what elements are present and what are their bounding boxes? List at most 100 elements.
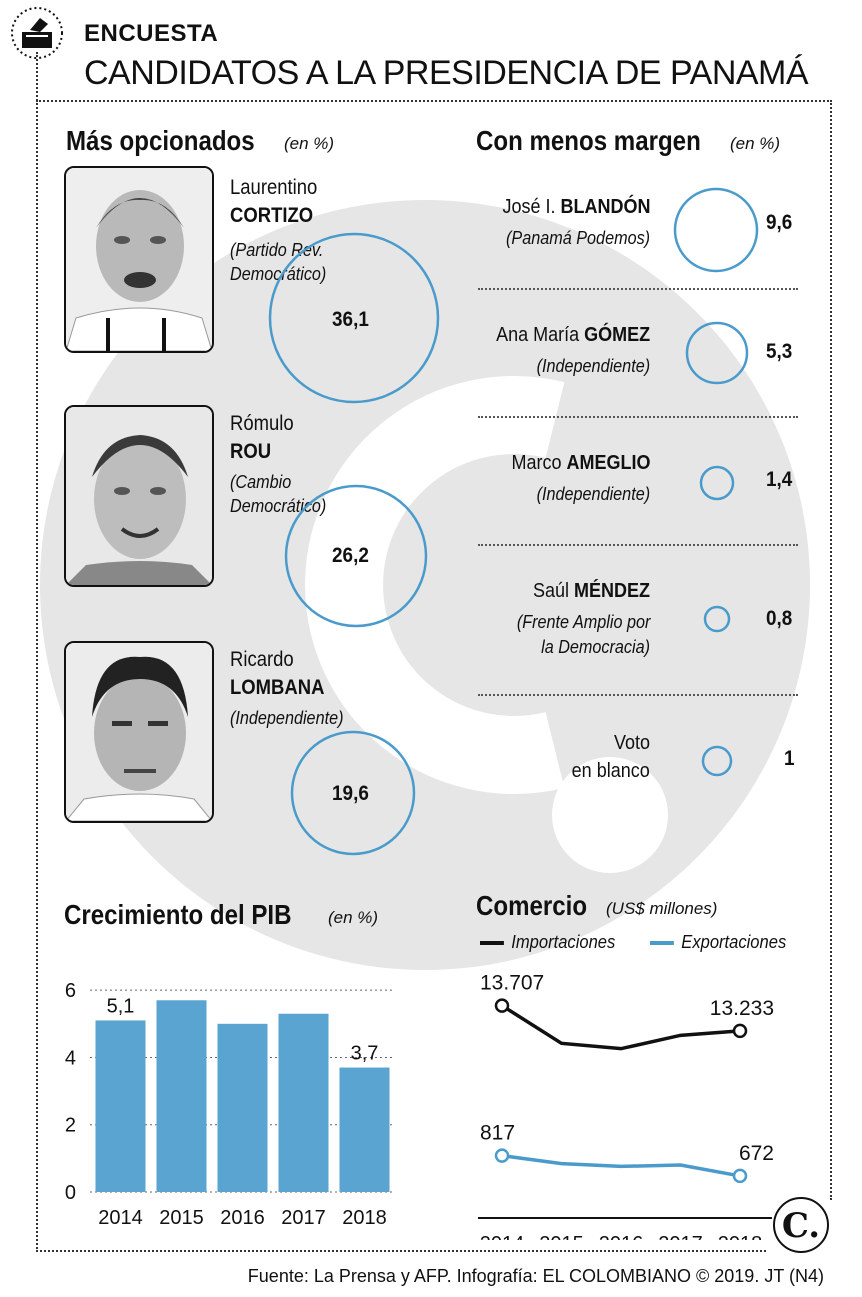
pib-bar <box>95 1020 146 1192</box>
importaciones-line <box>501 1004 741 1051</box>
comercio-chart: 13.707 13.233 817 672 2014 2015 2016 2017 2018 <box>478 972 774 1240</box>
row-4-value: 0,8 <box>766 607 793 630</box>
frame-left <box>36 52 38 1252</box>
frame-top <box>36 100 832 102</box>
candidate-3-value: 19,6 <box>332 782 369 805</box>
pib-xtick-label: 2016 <box>220 1207 265 1229</box>
bubble-gomez <box>685 321 749 385</box>
row-2-name: Ana María GÓMEZ <box>495 324 650 346</box>
series-point <box>732 1168 748 1184</box>
pib-bar <box>278 1013 329 1192</box>
section-unit-top: (en %) <box>284 134 335 153</box>
candidate-1-value: 36,1 <box>332 308 369 331</box>
portrait-icon <box>66 168 212 351</box>
comercio-title: Comercio <box>476 890 588 921</box>
pib-xtick-label: 2015 <box>159 1207 204 1229</box>
row-5-name-line2: en blanco <box>571 760 650 782</box>
comercio-unit: (US$ millones) <box>606 899 718 918</box>
legend-exportaciones: Exportaciones <box>650 932 786 953</box>
svg-text:C.: C. <box>782 1206 820 1246</box>
pib-unit: (en %) <box>328 908 379 927</box>
bubble-rou <box>284 484 428 628</box>
pib-ytick-label: 6 <box>65 980 76 1002</box>
photo-lombana <box>64 641 214 823</box>
row-4-party-line2: la Democracia) <box>541 637 650 657</box>
bubble-cortizo <box>268 232 440 404</box>
pib-ytick-label: 0 <box>65 1182 76 1204</box>
bubble-ameglio <box>699 465 735 501</box>
separator <box>478 288 798 290</box>
photo-cortizo <box>64 166 214 353</box>
row-3-value: 1,4 <box>766 468 793 491</box>
bubble-lombana <box>290 730 416 856</box>
portrait-icon <box>66 643 212 821</box>
row-5-value: 1 <box>784 747 795 770</box>
candidate-3-first: Ricardo <box>230 648 294 671</box>
pib-data-label: 5,1 <box>107 995 135 1017</box>
photo-rou <box>64 405 214 587</box>
series-data-label: 817 <box>480 1122 515 1145</box>
el-colombiano-logo: C. <box>773 1197 829 1253</box>
comercio-xtick-label: 2017 <box>658 1233 703 1240</box>
pib-xtick-label: 2014 <box>98 1207 143 1229</box>
legend-swatch-import <box>480 941 504 946</box>
pib-ytick-label: 4 <box>65 1047 76 1069</box>
pib-xtick-label: 2018 <box>342 1207 387 1229</box>
candidate-3-party-line1: (Independiente) <box>230 708 344 728</box>
row-2-value: 5,3 <box>766 340 793 363</box>
row-1-party: (Panamá Podemos) <box>505 228 650 248</box>
pib-bar <box>217 1023 268 1192</box>
row-2-party: (Independiente) <box>536 356 650 376</box>
separator <box>478 416 798 418</box>
separator <box>478 694 798 696</box>
pib-chart: 0 2 4 6 2014 5,1 2015 2016 2017 2018 3,7 <box>65 980 395 1229</box>
candidate-1-first: Laurentino <box>230 176 318 199</box>
comercio-xtick-label: 2016 <box>599 1233 644 1240</box>
separator <box>478 544 798 546</box>
series-point <box>494 998 510 1013</box>
row-3-party: (Independiente) <box>536 484 650 504</box>
section-title-top: Más opcionados <box>66 125 255 156</box>
legend-importaciones: Importaciones <box>480 932 615 953</box>
frame-bottom <box>36 1250 766 1252</box>
legend-swatch-export <box>650 941 674 946</box>
pib-xtick-label: 2017 <box>281 1207 326 1229</box>
series-point <box>494 1148 510 1163</box>
row-4-party-line1: (Frente Amplio por <box>516 612 650 632</box>
section-unit-right: (en %) <box>730 134 781 153</box>
bubble-mendez <box>703 605 731 633</box>
pib-ytick-label: 2 <box>65 1115 76 1137</box>
pib-title: Crecimiento del PIB <box>64 899 292 930</box>
series-data-label: 13.707 <box>480 972 544 995</box>
candidate-3-last: LOMBANA <box>230 676 325 699</box>
candidate-2-first: Rómulo <box>230 412 294 435</box>
row-3-name: Marco AMEGLIO <box>510 452 650 474</box>
exportaciones-line <box>501 1153 741 1178</box>
pib-bar <box>156 1000 207 1192</box>
candidate-2-value: 26,2 <box>332 544 369 567</box>
candidate-1-last: CORTIZO <box>230 204 314 227</box>
candidate-2-last: ROU <box>230 440 272 463</box>
portrait-icon <box>66 407 212 585</box>
row-5-name: Voto <box>613 732 650 754</box>
row-1-name: José I. BLANDÓN <box>501 196 650 218</box>
comercio-xtick-label: 2015 <box>539 1233 584 1240</box>
frame-right <box>830 100 832 1200</box>
comercio-xtick-label: 2014 <box>480 1233 525 1240</box>
section-title-right: Con menos margen <box>476 125 701 156</box>
series-data-label: 672 <box>739 1142 774 1165</box>
bubble-blanco <box>701 745 733 777</box>
header-kicker: ENCUESTA <box>84 20 219 47</box>
ballot-box-icon <box>11 7 63 59</box>
header-title: CANDIDATOS A LA PRESIDENCIA DE PANAMÁ <box>84 54 809 92</box>
series-data-label: 13.233 <box>710 997 774 1020</box>
comercio-xtick-label: 2018 <box>718 1233 763 1240</box>
pib-bar <box>339 1067 390 1192</box>
candidate-1-party-line2: Democrático) <box>230 264 327 284</box>
series-point <box>732 1023 748 1039</box>
pib-data-label: 3,7 <box>351 1043 379 1065</box>
candidate-2-party-line1: (Cambio <box>230 472 292 492</box>
row-4-name: Saúl MÉNDEZ <box>532 580 650 602</box>
bubble-blandon <box>673 187 759 273</box>
